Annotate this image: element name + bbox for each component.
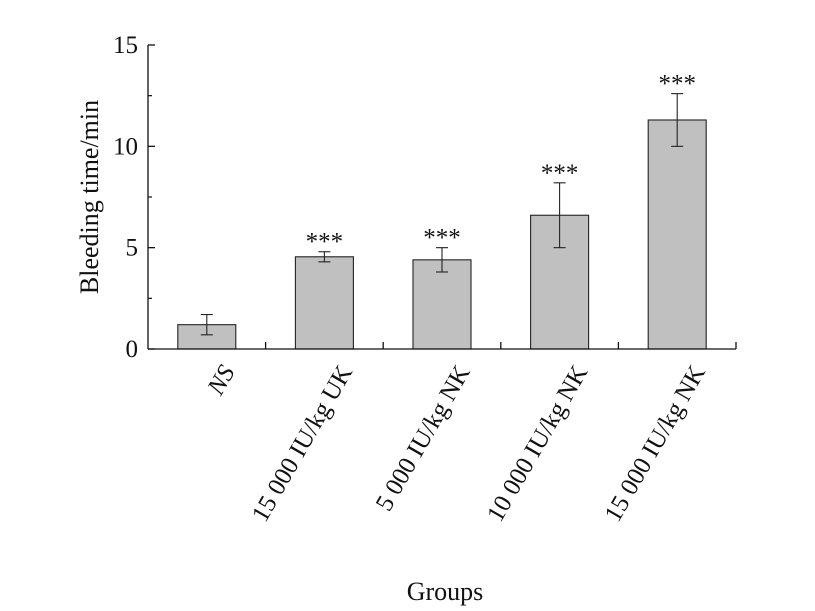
bar [647,119,707,350]
significance-label: *** [541,160,579,187]
y-tick-label: 15 [113,32,138,59]
y-tick-label: 5 [126,235,139,262]
x-axis: NS 15 000 IU/kg UK 5 000 IU/kg NK 10 000 IU… [148,342,737,527]
error-bar [553,182,566,249]
x-tick-label: 5 000 IU/kg NK [371,361,476,516]
y-axis: 0 5 10 15 [113,32,155,363]
error-bar [436,247,448,273]
error-bar [200,313,213,336]
x-axis-title: Groups [407,577,484,606]
y-axis-title: Bleeding time/min [75,100,104,294]
significance-label: *** [306,229,344,256]
x-tick-label: NS [202,360,241,400]
x-tick-label: 15 000 IU/kg UK [247,361,358,527]
x-tick-label: 15 000 IU/kg NK [600,361,711,527]
y-tick-label: 10 [113,133,138,160]
significance-label: *** [658,71,696,98]
plot-area: *** *** *** *** [177,71,707,350]
bar [294,256,354,350]
error-bar [671,93,684,147]
bar [412,259,472,350]
y-tick-label: 0 [126,336,139,363]
significance-label: *** [423,225,461,252]
x-tick-label: 10 000 IU/kg NK [482,361,593,527]
error-bar [318,251,331,263]
